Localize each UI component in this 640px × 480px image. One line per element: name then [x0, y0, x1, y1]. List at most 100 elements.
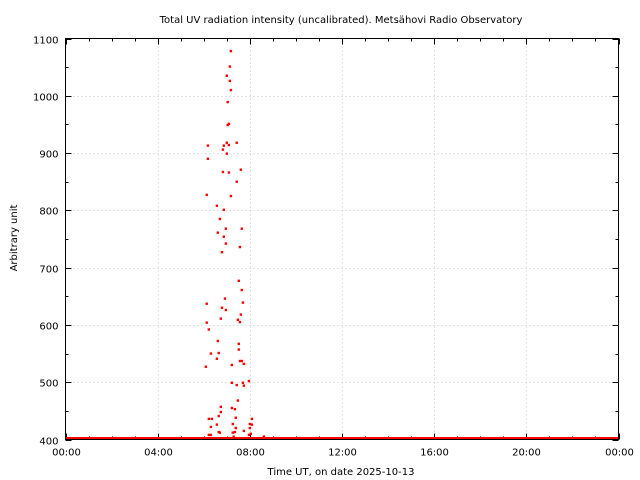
- data-point: [237, 279, 240, 283]
- data-point: [236, 399, 240, 402]
- data-point: [239, 313, 243, 316]
- data-point: [235, 180, 238, 183]
- data-point: [220, 250, 224, 254]
- data-point: [222, 235, 225, 238]
- data-point: [229, 49, 233, 53]
- data-point: [221, 148, 225, 151]
- data-point: [229, 88, 233, 92]
- data-point: [248, 422, 252, 426]
- data-point: [232, 435, 235, 438]
- data-point: [230, 381, 234, 384]
- x-tick-label: 08:00: [236, 448, 265, 459]
- data-point: [215, 357, 219, 360]
- data-point: [224, 308, 228, 312]
- data-point: [231, 422, 234, 426]
- data-point: [229, 194, 233, 198]
- data-point: [237, 342, 240, 346]
- data-point: [237, 348, 240, 351]
- data-point: [235, 141, 238, 144]
- y-tick-label: 700: [39, 265, 58, 276]
- y-axis-label: Arbitrary unit: [9, 205, 20, 272]
- data-point: [207, 328, 211, 331]
- data-point: [205, 302, 208, 305]
- data-point: [228, 79, 231, 83]
- data-point: [209, 433, 213, 437]
- data-point: [247, 379, 251, 383]
- data-point: [240, 359, 243, 363]
- y-tick-label: 500: [39, 379, 58, 390]
- axis-ticks: 00:00 04:00 08:00 12:00 16:00 20:00 00:0040050…: [33, 36, 634, 459]
- data-point: [216, 231, 220, 234]
- data-point: [225, 152, 228, 155]
- data-point: [234, 416, 237, 419]
- x-tick-label: 04:00: [144, 448, 173, 459]
- y-tick-label: 400: [39, 437, 58, 448]
- data-point: [242, 429, 246, 433]
- data-point: [222, 144, 225, 147]
- x-axis-label: Time UT, on date 2025-10-13: [267, 467, 415, 478]
- data-point: [219, 317, 223, 320]
- data-point: [227, 171, 231, 174]
- data-point: [250, 417, 254, 421]
- data-point: [249, 432, 252, 435]
- data-point: [226, 100, 229, 104]
- data-point: [227, 122, 231, 126]
- data-point: [217, 414, 220, 418]
- data-point: [204, 365, 208, 368]
- data-point: [219, 405, 223, 409]
- data-point: [215, 423, 219, 426]
- data-point: [209, 352, 213, 355]
- y-tick-label: 1000: [33, 93, 58, 104]
- x-tick-label: 00:00: [605, 448, 634, 459]
- plot-frame: [65, 38, 619, 440]
- data-point: [233, 407, 237, 411]
- data-point: [217, 351, 220, 355]
- data-point: [223, 297, 227, 300]
- y-tick-label: 1100: [33, 36, 58, 47]
- data-point: [221, 170, 225, 174]
- data-point: [240, 227, 243, 230]
- data-point: [207, 433, 211, 437]
- data-points: [65, 49, 619, 440]
- data-point: [230, 363, 234, 367]
- x-tick-label: 12:00: [328, 448, 357, 459]
- data-point: [227, 143, 231, 147]
- y-tick-label: 800: [39, 207, 58, 218]
- data-point: [236, 318, 240, 321]
- data-point: [205, 321, 208, 324]
- x-tick-label: 00:00: [52, 448, 81, 459]
- data-point: [250, 423, 254, 426]
- data-point: [242, 362, 246, 366]
- data-point: [262, 435, 266, 438]
- data-point: [220, 306, 224, 309]
- data-point: [224, 227, 228, 230]
- data-point: [209, 425, 213, 429]
- data-point: [238, 320, 242, 324]
- data-point: [241, 301, 245, 304]
- data-point: [230, 406, 234, 410]
- data-point: [206, 157, 210, 160]
- data-point: [231, 431, 234, 434]
- data-point: [233, 430, 237, 434]
- data-point: [206, 144, 210, 147]
- data-point: [210, 417, 214, 421]
- data-point: [225, 141, 228, 144]
- data-point: [247, 433, 251, 437]
- data-point: [225, 74, 228, 77]
- data-point: [224, 242, 228, 245]
- data-point: [207, 417, 211, 421]
- x-tick-label: 20:00: [512, 448, 541, 459]
- chart-title: Total UV radiation intensity (uncalibrat…: [159, 15, 523, 26]
- data-point: [240, 288, 243, 292]
- data-point: [242, 384, 246, 387]
- y-tick-label: 900: [39, 150, 58, 161]
- data-point: [248, 426, 252, 430]
- data-point: [238, 359, 242, 363]
- data-point: [205, 193, 208, 197]
- data-point: [238, 245, 242, 249]
- grid: [65, 38, 619, 440]
- data-point: [219, 410, 223, 414]
- data-point: [218, 217, 222, 221]
- data-point: [218, 431, 222, 434]
